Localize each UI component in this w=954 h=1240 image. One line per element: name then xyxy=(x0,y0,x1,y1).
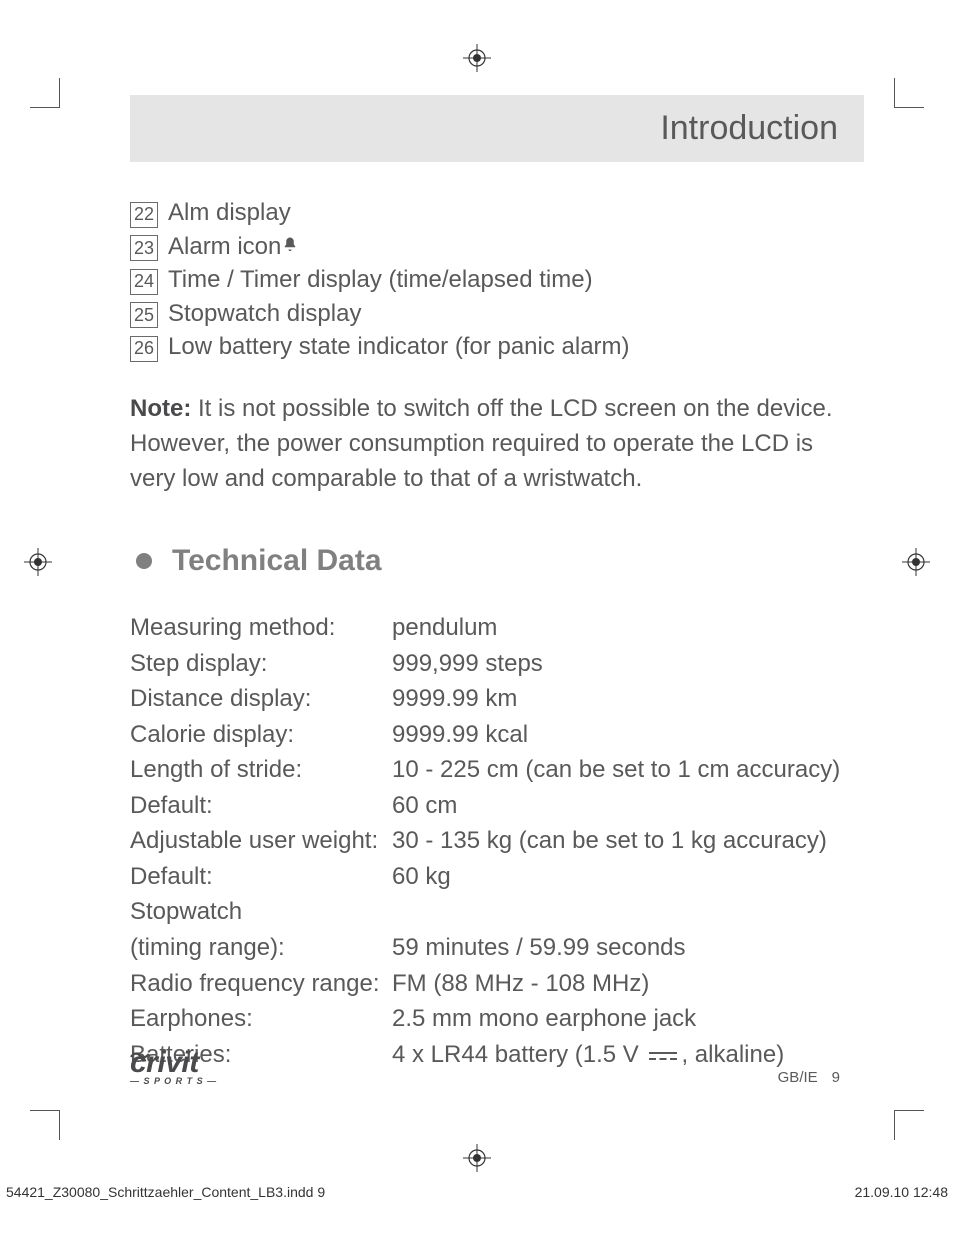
table-row: Stopwatch xyxy=(130,894,864,930)
spec-label: Stopwatch xyxy=(130,894,392,930)
list-item: 22 Alm display xyxy=(130,196,864,230)
table-row: Calorie display:9999.99 kcal xyxy=(130,717,864,753)
list-item: 24 Time / Timer display (time/elapsed tim… xyxy=(130,263,864,297)
table-row: Distance display:9999.99 km xyxy=(130,681,864,717)
table-row: Radio frequency range:FM (88 MHz - 108 M… xyxy=(130,966,864,1002)
spec-value: 30 - 135 kg (can be set to 1 kg accuracy… xyxy=(392,823,864,859)
spec-label: Radio frequency range: xyxy=(130,966,392,1002)
spec-value xyxy=(392,894,864,930)
page-content: Introduction 22 Alm display 23 Alarm icon 2… xyxy=(130,95,864,1080)
spec-label: Length of stride: xyxy=(130,752,392,788)
registration-mark-left xyxy=(24,548,52,576)
registration-mark-right xyxy=(902,548,930,576)
brand-subtitle: — S P O R T S — xyxy=(130,1076,217,1086)
table-row: Length of stride:10 - 225 cm (can be set… xyxy=(130,752,864,788)
reference-text: Alm display xyxy=(168,196,291,230)
reference-text: Low battery state indicator (for panic a… xyxy=(168,330,630,364)
table-row: Adjustable user weight:30 - 135 kg (can … xyxy=(130,823,864,859)
spec-label: Calorie display: xyxy=(130,717,392,753)
reference-number: 22 xyxy=(130,202,158,228)
logo-swoosh-icon: 〜 xyxy=(128,1040,148,1069)
table-row: Default:60 cm xyxy=(130,788,864,824)
reference-number: 25 xyxy=(130,302,158,328)
spec-label: Measuring method: xyxy=(130,610,392,646)
spec-value: pendulum xyxy=(392,610,864,646)
spec-value: 60 kg xyxy=(392,859,864,895)
list-item: 26 Low battery state indicator (for panic… xyxy=(130,330,864,364)
brand-logo: 〜 crivit — S P O R T S — xyxy=(130,1046,217,1086)
table-row: Default:60 kg xyxy=(130,859,864,895)
page-title: Introduction xyxy=(130,95,864,162)
reference-number: 24 xyxy=(130,269,158,295)
reference-text: Time / Timer display (time/elapsed time) xyxy=(168,263,593,297)
reference-number: 26 xyxy=(130,336,158,362)
registration-mark-bottom xyxy=(463,1144,491,1172)
spec-value: 9999.99 kcal xyxy=(392,717,864,753)
spec-label: Earphones: xyxy=(130,1001,392,1037)
crop-mark-br xyxy=(894,1110,924,1140)
crop-mark-tl xyxy=(30,78,60,108)
list-item: 23 Alarm icon xyxy=(130,230,864,264)
spec-label: Distance display: xyxy=(130,681,392,717)
page-num: 9 xyxy=(832,1069,840,1086)
crop-mark-bl xyxy=(30,1110,60,1140)
indd-stamp: 21.09.10 12:48 xyxy=(855,1184,948,1200)
spec-value: 59 minutes / 59.99 seconds xyxy=(392,930,864,966)
spec-label: Default: xyxy=(130,788,392,824)
note-label: Note: xyxy=(130,395,191,422)
note-block: Note: It is not possible to switch off t… xyxy=(130,392,864,496)
registration-mark-top xyxy=(463,44,491,72)
spec-value: 60 cm xyxy=(392,788,864,824)
list-item: 25 Stopwatch display xyxy=(130,297,864,331)
page-number: GB/IE 9 xyxy=(778,1069,840,1086)
technical-data-table: Measuring method:pendulumStep display:99… xyxy=(130,610,864,1036)
bullet-icon xyxy=(136,553,152,569)
page-footer: 〜 crivit — S P O R T S — GB/IE 9 xyxy=(130,1046,840,1086)
indd-file: 54421_Z30080_Schrittzaehler_Content_LB3.… xyxy=(6,1184,325,1200)
region-label: GB/IE xyxy=(778,1069,818,1086)
table-row: Earphones:2.5 mm mono earphone jack xyxy=(130,1001,864,1037)
spec-value: 999,999 steps xyxy=(392,646,864,682)
bell-icon xyxy=(281,230,299,264)
spec-label: Default: xyxy=(130,859,392,895)
table-row: Measuring method:pendulum xyxy=(130,610,864,646)
indesign-slug: 54421_Z30080_Schrittzaehler_Content_LB3.… xyxy=(0,1184,954,1200)
spec-value: FM (88 MHz - 108 MHz) xyxy=(392,966,864,1002)
spec-label: Adjustable user weight: xyxy=(130,823,392,859)
reference-text: Stopwatch display xyxy=(168,297,361,331)
spec-value: 2.5 mm mono earphone jack xyxy=(392,1001,864,1037)
spec-value: 9999.99 km xyxy=(392,681,864,717)
spec-value: 10 - 225 cm (can be set to 1 cm accuracy… xyxy=(392,752,864,788)
reference-number: 23 xyxy=(130,235,158,261)
section-heading: Technical Data xyxy=(130,544,864,578)
table-row: Step display:999,999 steps xyxy=(130,646,864,682)
reference-list: 22 Alm display 23 Alarm icon 24 Time / Timer… xyxy=(130,196,864,364)
crop-mark-tr xyxy=(894,78,924,108)
spec-label: (timing range): xyxy=(130,930,392,966)
spec-label: Step display: xyxy=(130,646,392,682)
section-title-text: Technical Data xyxy=(172,544,382,578)
reference-text: Alarm icon xyxy=(168,230,281,264)
table-row: (timing range):59 minutes / 59.99 second… xyxy=(130,930,864,966)
note-body: It is not possible to switch off the LCD… xyxy=(130,395,833,492)
